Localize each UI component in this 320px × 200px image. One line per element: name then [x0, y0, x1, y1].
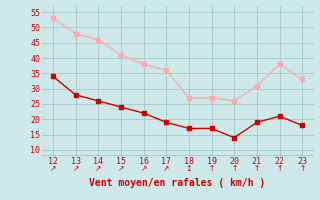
X-axis label: Vent moyen/en rafales ( km/h ): Vent moyen/en rafales ( km/h ): [90, 178, 266, 188]
Text: ↗: ↗: [163, 164, 170, 173]
Text: ↑: ↑: [276, 164, 283, 173]
Text: ↗: ↗: [140, 164, 147, 173]
Text: ↥: ↥: [186, 164, 192, 173]
Text: ↑: ↑: [254, 164, 260, 173]
Text: ↗: ↗: [95, 164, 101, 173]
Text: ↗: ↗: [118, 164, 124, 173]
Text: ↑: ↑: [208, 164, 215, 173]
Text: ↑: ↑: [299, 164, 306, 173]
Text: ↗: ↗: [50, 164, 56, 173]
Text: ↑: ↑: [231, 164, 237, 173]
Text: ↗: ↗: [72, 164, 79, 173]
